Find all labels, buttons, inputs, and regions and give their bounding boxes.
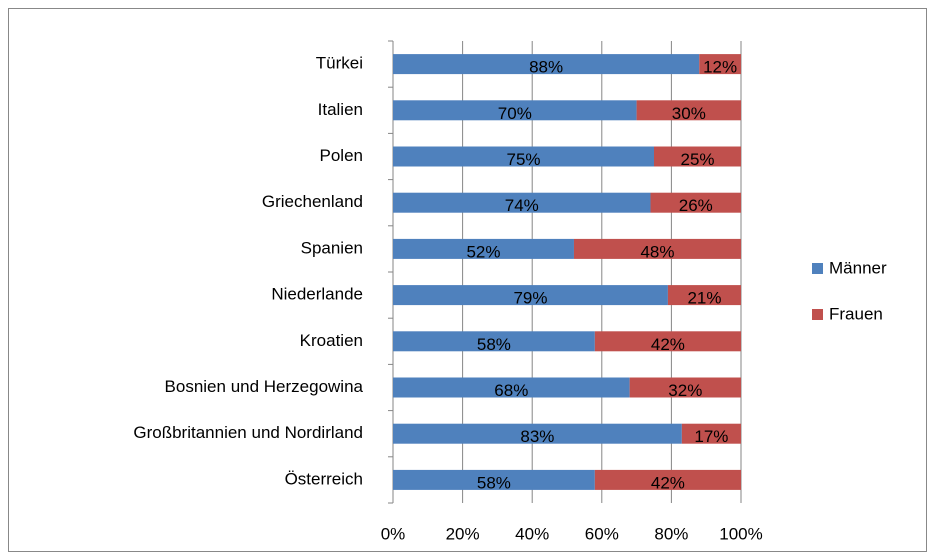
bar-segment <box>393 285 668 306</box>
bar-segment <box>573 238 741 259</box>
bar-segment <box>393 54 700 75</box>
data-label: 79% <box>513 289 547 308</box>
legend-swatch <box>812 309 823 320</box>
chart-border <box>8 8 927 552</box>
data-label: 48% <box>640 242 674 261</box>
data-label: 75% <box>506 150 540 169</box>
bar-segment <box>393 331 595 352</box>
y-tick-label: Österreich <box>285 469 363 488</box>
legend-label: Frauen <box>829 304 883 323</box>
data-label: 42% <box>651 335 685 354</box>
y-tick-label: Italien <box>318 100 363 119</box>
data-label: 12% <box>703 58 737 77</box>
legend-label: Männer <box>829 258 887 277</box>
bar-segment <box>699 54 741 75</box>
x-tick-label: 0% <box>381 524 406 543</box>
y-tick-label: Niederlande <box>271 285 363 304</box>
bar-segment <box>667 285 741 306</box>
data-label: 58% <box>477 473 511 492</box>
bar-segment <box>393 238 574 259</box>
data-label: 21% <box>687 289 721 308</box>
data-label: 17% <box>694 427 728 446</box>
y-tick-label: Polen <box>320 146 363 165</box>
data-label: 88% <box>529 58 563 77</box>
y-tick-label: Spanien <box>301 238 363 257</box>
data-label: 30% <box>672 104 706 123</box>
bar-segment <box>594 469 741 490</box>
x-tick-label: 60% <box>585 524 619 543</box>
data-label: 25% <box>680 150 714 169</box>
bar-segment <box>393 146 654 167</box>
y-tick-label: Großbritannien und Nordirland <box>133 423 363 442</box>
bar-segment <box>393 469 595 490</box>
data-label: 68% <box>494 381 528 400</box>
y-tick-label: Kroatien <box>300 331 363 350</box>
x-tick-label: 100% <box>719 524 762 543</box>
x-tick-label: 80% <box>654 524 688 543</box>
bar-segment <box>594 331 741 352</box>
x-tick-label: 40% <box>515 524 549 543</box>
legend-swatch <box>812 263 823 274</box>
bar-segment <box>393 377 630 398</box>
bar-segment <box>681 423 741 444</box>
y-tick-label: Griechenland <box>262 192 363 211</box>
y-tick-label: Türkei <box>316 54 363 73</box>
x-tick-label: 20% <box>446 524 480 543</box>
bar-segment <box>629 377 741 398</box>
data-label: 52% <box>466 242 500 261</box>
bar-segment <box>393 100 637 121</box>
bar-segment <box>650 192 741 213</box>
bar-segment <box>393 423 682 444</box>
data-label: 42% <box>651 473 685 492</box>
data-label: 70% <box>498 104 532 123</box>
y-tick-label: Bosnien und Herzegowina <box>165 377 364 396</box>
data-label: 26% <box>679 196 713 215</box>
data-label: 83% <box>520 427 554 446</box>
data-label: 58% <box>477 335 511 354</box>
bar-segment <box>393 192 651 213</box>
bar-segment <box>654 146 741 167</box>
bar-segment <box>636 100 741 121</box>
data-label: 32% <box>668 381 702 400</box>
data-label: 74% <box>505 196 539 215</box>
